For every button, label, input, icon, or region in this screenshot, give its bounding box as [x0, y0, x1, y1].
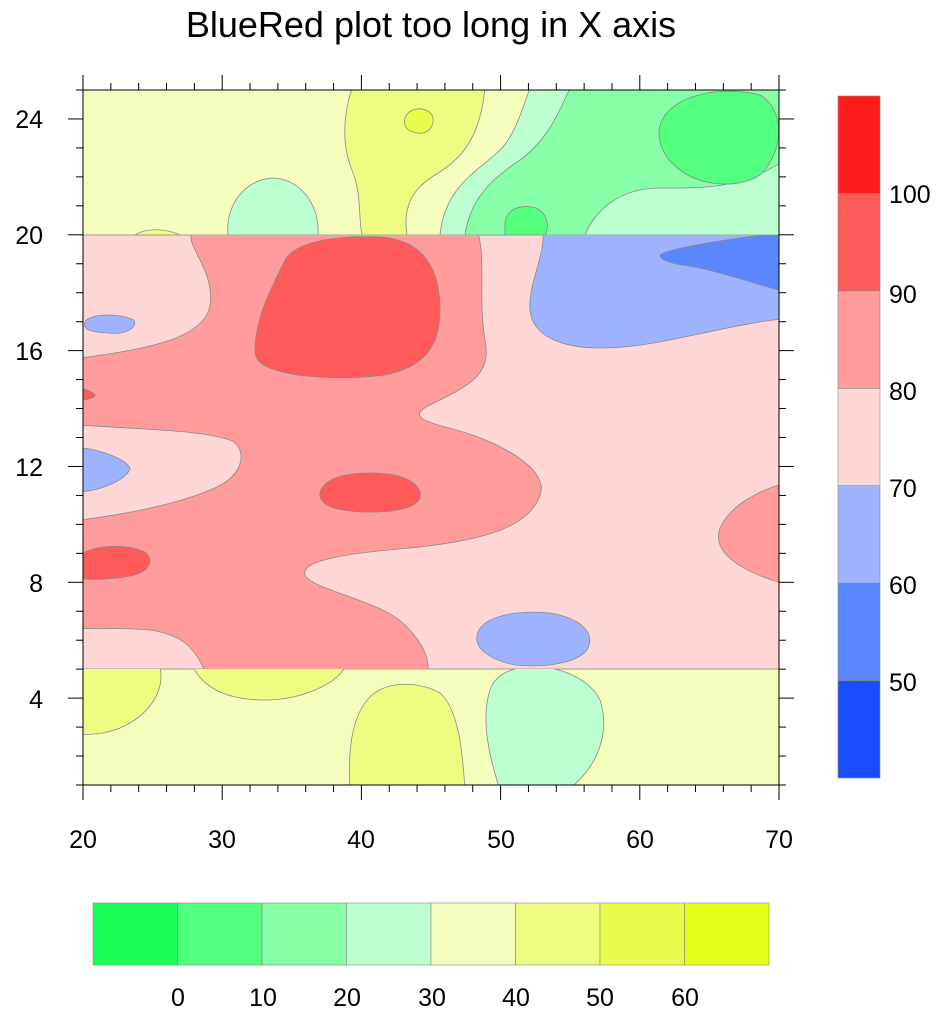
- bottom-band-green-light: [485, 669, 605, 785]
- colorbar-greenyellow-labels: 0 10 20 30 40 50 60: [171, 984, 699, 1012]
- middle-band-red-right: [718, 484, 779, 583]
- colorbar-bluered-swatch: [837, 290, 881, 389]
- colorbar-greenyellow-swatch: [261, 902, 347, 966]
- x-tick-label: 20: [69, 826, 97, 854]
- top-band-yellow-column: [344, 90, 486, 235]
- y-tick-label: 4: [29, 686, 43, 714]
- x-tick-label: 30: [208, 826, 236, 854]
- colorbar-greenyellow-label: 60: [671, 984, 699, 1012]
- axis-ticks: [68, 75, 794, 800]
- colorbar-greenyellow-swatch: [599, 902, 685, 966]
- colorbar-bluered-swatch: [837, 387, 881, 487]
- middle-band: [83, 235, 779, 669]
- colorbar-bluered-swatch: [837, 680, 881, 779]
- colorbar-greenyellow: [92, 902, 770, 966]
- colorbar-greenyellow-swatch: [515, 902, 601, 966]
- bottom-band-yellow-sliver: [193, 669, 345, 701]
- colorbar-greenyellow-label: 30: [418, 984, 446, 1012]
- top-band: [83, 90, 779, 235]
- colorbar-greenyellow-label: 20: [333, 984, 361, 1012]
- colorbar-greenyellow-swatch: [684, 902, 770, 966]
- y-tick-label: 16: [15, 338, 43, 366]
- bottom-band-yellow-left: [83, 669, 162, 735]
- middle-band-blue-left-small: [84, 314, 136, 334]
- y-tick-label: 24: [15, 106, 43, 134]
- top-band-green-blob-1: [658, 90, 779, 185]
- y-axis-tick-labels: 4 8 12 16 20 24: [15, 106, 43, 714]
- colorbar-bluered-label: 50: [889, 669, 917, 697]
- colorbar-bluered-swatch: [837, 95, 881, 194]
- x-axis-tick-labels: 20 30 40 50 60 70: [69, 826, 793, 854]
- colorbar-bluered-label: 100: [889, 181, 931, 209]
- y-tick-label: 12: [15, 454, 43, 482]
- colorbar-bluered-label: 80: [889, 378, 917, 406]
- colorbar-greenyellow-swatch: [346, 902, 432, 966]
- colorbar-bluered-swatch: [837, 485, 881, 584]
- colorbar-bluered: [837, 95, 881, 779]
- middle-band-red-dark-top: [254, 236, 441, 379]
- bottom-band-yellow-column: [349, 683, 466, 785]
- top-band-yellow-sliver: [134, 229, 181, 235]
- colorbar-bluered-labels: 50 60 70 80 90 100: [889, 181, 931, 697]
- colorbar-bluered-label: 70: [889, 475, 917, 503]
- colorbar-bluered-swatch: [837, 193, 881, 292]
- y-tick-label: 20: [15, 222, 43, 250]
- colorbar-greenyellow-label: 40: [502, 984, 530, 1012]
- colorbar-greenyellow-label: 50: [586, 984, 614, 1012]
- colorbar-bluered-label: 60: [889, 572, 917, 600]
- top-band-yellow-blob: [404, 108, 434, 134]
- y-tick-label: 8: [29, 570, 43, 598]
- top-band-green-light-blob: [227, 177, 319, 235]
- colorbar-greenyellow-label: 0: [171, 984, 185, 1012]
- colorbar-greenyellow-swatch: [430, 902, 516, 966]
- chart-title: BlueRed plot too long in X axis: [186, 4, 676, 45]
- colorbar-bluered-label: 90: [889, 281, 917, 309]
- colorbar-greenyellow-swatch: [177, 902, 263, 966]
- top-band-green-blob-2: [504, 206, 548, 235]
- x-tick-label: 70: [765, 826, 793, 854]
- middle-band-blue-bottom: [476, 611, 590, 667]
- middle-band-red-dark-sliver: [83, 388, 96, 401]
- colorbar-greenyellow-label: 10: [249, 984, 277, 1012]
- colorbar-greenyellow-swatch: [92, 902, 178, 966]
- colorbar-bluered-swatch: [837, 582, 881, 681]
- middle-band-red-dark-mid: [319, 472, 421, 513]
- middle-band-blue-dark-right: [659, 235, 779, 291]
- x-tick-label: 50: [487, 826, 515, 854]
- middle-band-red-dark-left: [83, 545, 151, 580]
- bottom-band: [83, 669, 779, 785]
- middle-band-blue-left: [83, 447, 131, 493]
- x-tick-label: 60: [626, 826, 654, 854]
- x-tick-label: 40: [347, 826, 375, 854]
